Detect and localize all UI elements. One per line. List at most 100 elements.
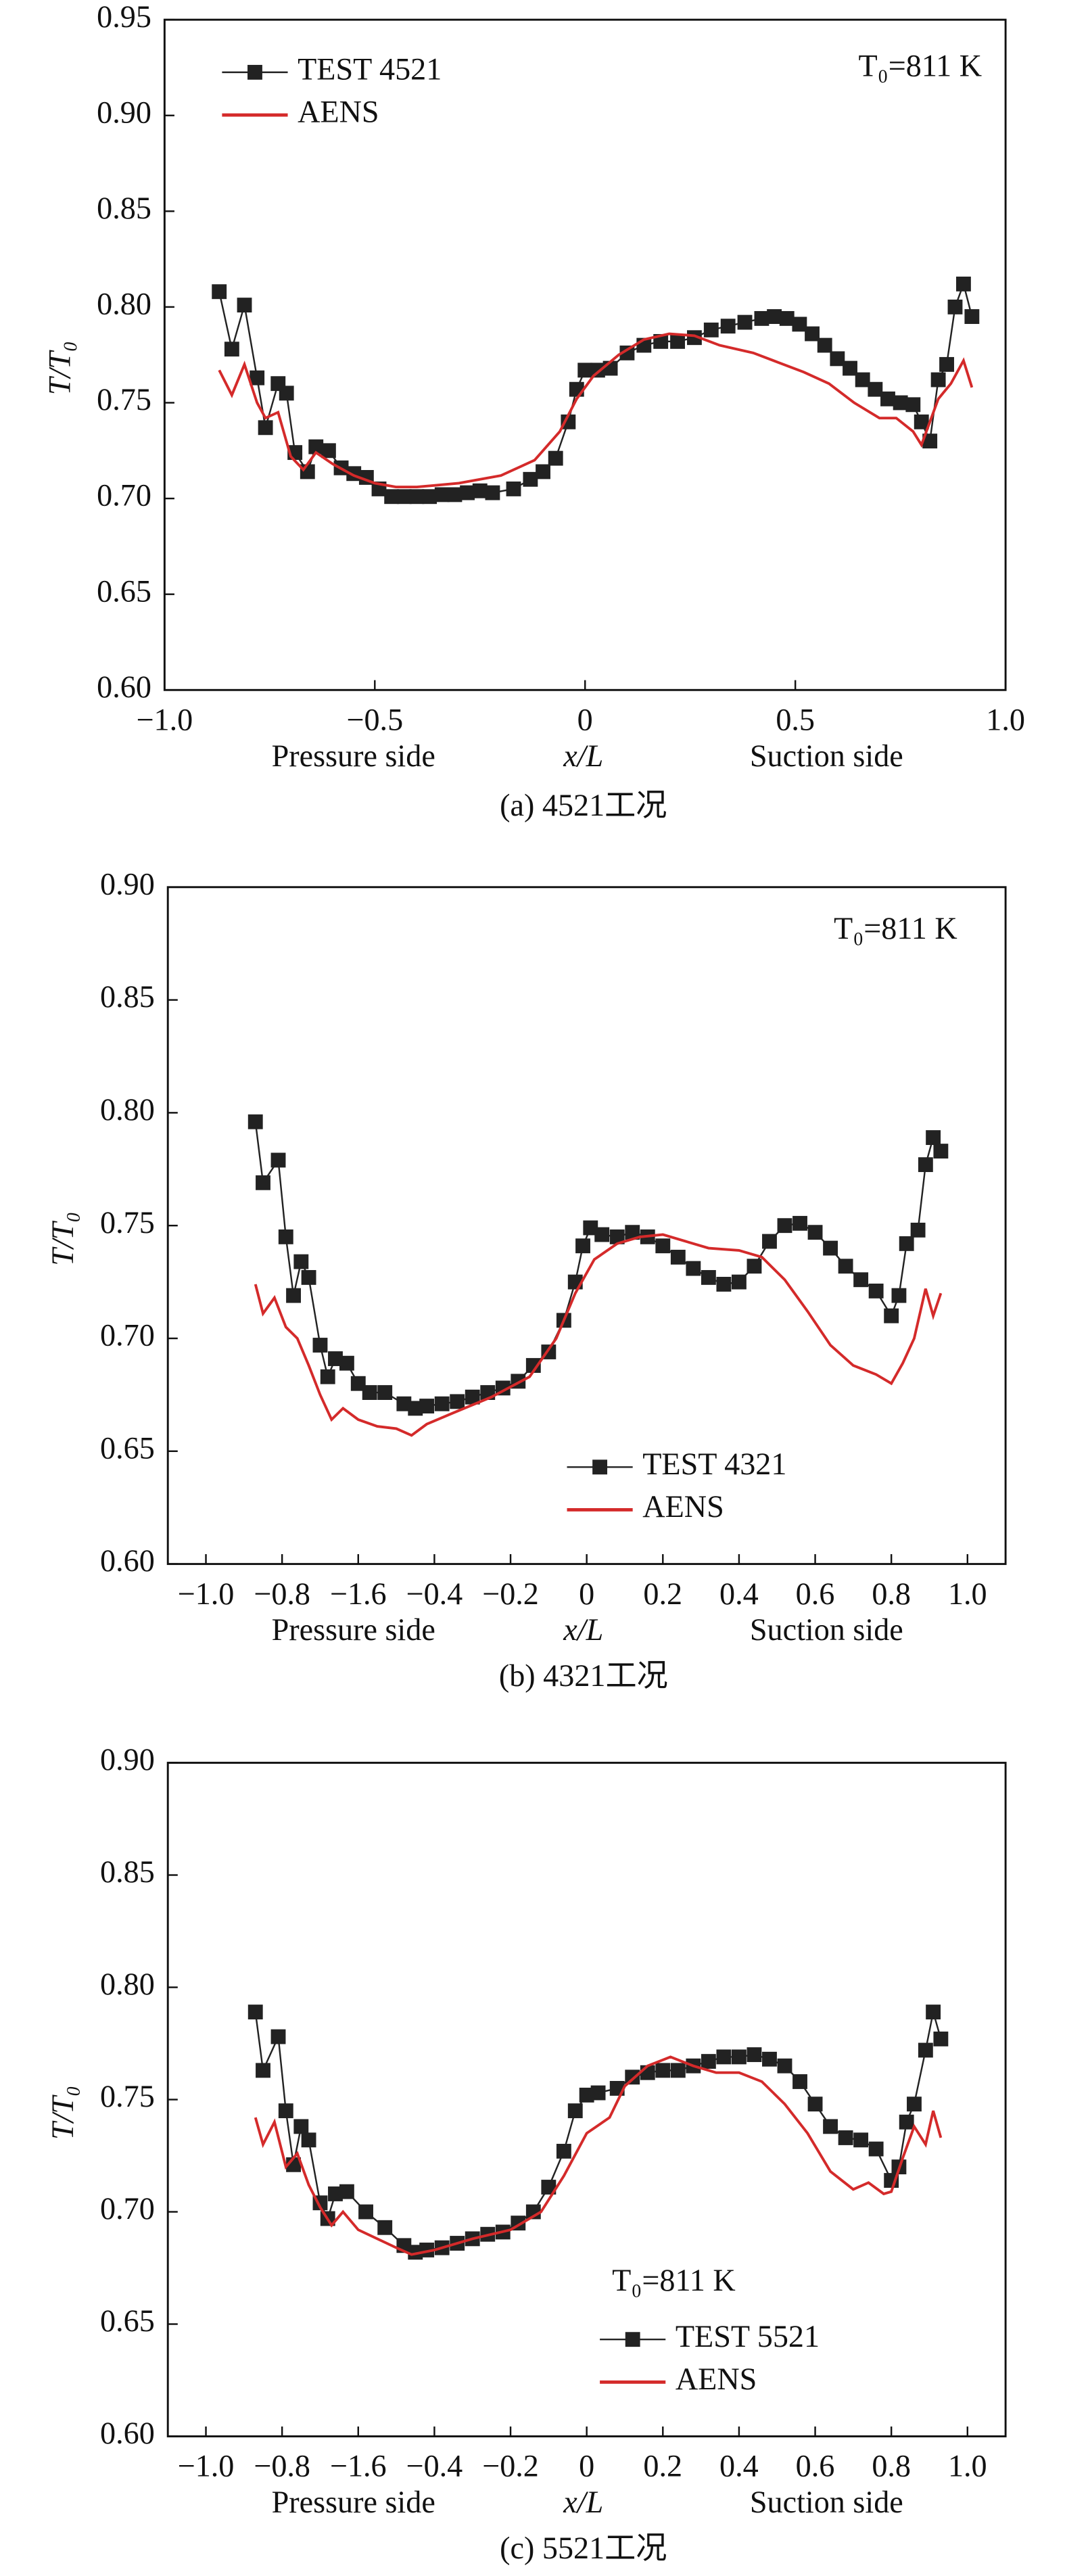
annotation: Suction side xyxy=(750,1612,903,1647)
x-tick-label: 1.0 xyxy=(948,2449,987,2483)
data-point xyxy=(434,1396,450,1411)
legend-marker xyxy=(247,64,262,80)
data-point xyxy=(278,1229,293,1244)
data-point xyxy=(686,1261,701,1276)
data-point xyxy=(731,1274,747,1290)
x-tick-label: −1.6 xyxy=(330,2449,387,2483)
data-point xyxy=(933,1144,949,1159)
data-point xyxy=(619,345,635,360)
data-point xyxy=(762,2051,777,2067)
data-point xyxy=(237,298,252,313)
y-axis-label: T/T₀ xyxy=(45,1212,80,1266)
x-tick-label: 0.8 xyxy=(872,2449,911,2483)
data-point xyxy=(939,356,954,372)
y-tick-label: 0.90 xyxy=(100,866,155,901)
legend-label: TEST 4321 xyxy=(642,1447,786,1481)
data-point xyxy=(792,317,807,332)
y-tick-label: 0.65 xyxy=(100,2303,155,2338)
data-point xyxy=(855,372,870,388)
data-point xyxy=(460,485,475,500)
data-point xyxy=(575,1238,590,1254)
data-point xyxy=(279,385,294,401)
data-point xyxy=(548,450,563,466)
data-point xyxy=(293,2119,309,2134)
data-point xyxy=(868,2141,884,2157)
x-tick-label: 0.2 xyxy=(643,1576,682,1611)
x-tick-label: 1.0 xyxy=(948,1576,987,1611)
data-point xyxy=(905,397,921,413)
x-tick-label: 0 xyxy=(577,702,593,736)
data-point xyxy=(312,1338,328,1353)
data-point xyxy=(731,2049,747,2065)
x-tick-label: −1.0 xyxy=(178,2449,235,2483)
y-tick-label: 0.70 xyxy=(100,1318,155,1353)
data-point xyxy=(891,1288,907,1303)
data-point xyxy=(465,1389,480,1405)
data-point xyxy=(300,464,315,479)
data-point xyxy=(286,1288,301,1303)
data-point xyxy=(838,2130,853,2145)
data-point xyxy=(686,330,702,346)
annotation: T₀=811 K xyxy=(834,911,957,945)
legend-label: AENS xyxy=(298,95,379,129)
data-point xyxy=(884,1308,899,1324)
data-point xyxy=(409,489,425,505)
data-point xyxy=(377,2220,393,2235)
data-point xyxy=(823,2119,838,2134)
legend-marker xyxy=(625,2332,640,2347)
x-tick-label: 1.0 xyxy=(986,702,1025,736)
data-point xyxy=(838,1259,853,1274)
y-tick-label: 0.85 xyxy=(100,979,155,1014)
legend-marker xyxy=(592,1459,608,1475)
data-point xyxy=(408,1401,423,1416)
data-point xyxy=(807,1225,823,1240)
annotation: T₀=811 K xyxy=(858,49,982,83)
y-tick-label: 0.75 xyxy=(100,2079,155,2113)
data-point xyxy=(805,326,820,342)
x-tick-label: 0 xyxy=(579,2449,594,2483)
annotation: Pressure side xyxy=(272,2485,435,2519)
series-line xyxy=(254,1121,942,1409)
data-point xyxy=(670,1249,686,1265)
data-point xyxy=(779,310,795,326)
data-point xyxy=(823,1240,838,1256)
data-point xyxy=(256,1175,270,1190)
data-point xyxy=(561,414,576,429)
legend-label: TEST 5521 xyxy=(676,2319,820,2353)
data-point xyxy=(567,2103,583,2119)
x-tick-label: 0.6 xyxy=(796,1576,835,1611)
data-point xyxy=(762,1234,777,1249)
y-axis-label: T/T₀ xyxy=(45,2086,80,2140)
data-point xyxy=(250,370,265,385)
data-point xyxy=(362,1385,377,1400)
data-point xyxy=(258,420,273,436)
y-tick-label: 0.80 xyxy=(97,287,151,321)
annotation: Suction side xyxy=(750,739,903,773)
y-tick-label: 0.75 xyxy=(97,382,151,417)
data-point xyxy=(301,2132,316,2148)
y-tick-label: 0.65 xyxy=(97,573,151,608)
data-point xyxy=(955,277,971,291)
data-point xyxy=(569,381,584,397)
x-tick-label: −0.2 xyxy=(482,1576,539,1611)
series-line xyxy=(218,332,974,489)
data-point xyxy=(422,489,437,505)
y-tick-label: 0.60 xyxy=(97,670,151,704)
y-tick-label: 0.60 xyxy=(100,1543,155,1578)
x-tick-label: −0.4 xyxy=(406,1576,463,1611)
data-point xyxy=(320,1369,335,1384)
data-point xyxy=(350,1376,366,1391)
data-point xyxy=(247,2005,263,2019)
annotation: Pressure side xyxy=(272,739,435,773)
data-point xyxy=(541,2180,557,2195)
data-point xyxy=(754,310,770,326)
data-point xyxy=(899,2114,914,2130)
data-point xyxy=(328,1351,343,1366)
data-point xyxy=(270,2029,286,2044)
data-point xyxy=(701,1269,716,1285)
data-point xyxy=(933,2031,949,2046)
y-tick-label: 0.85 xyxy=(97,191,151,225)
data-point xyxy=(767,309,782,325)
data-point xyxy=(485,485,500,500)
